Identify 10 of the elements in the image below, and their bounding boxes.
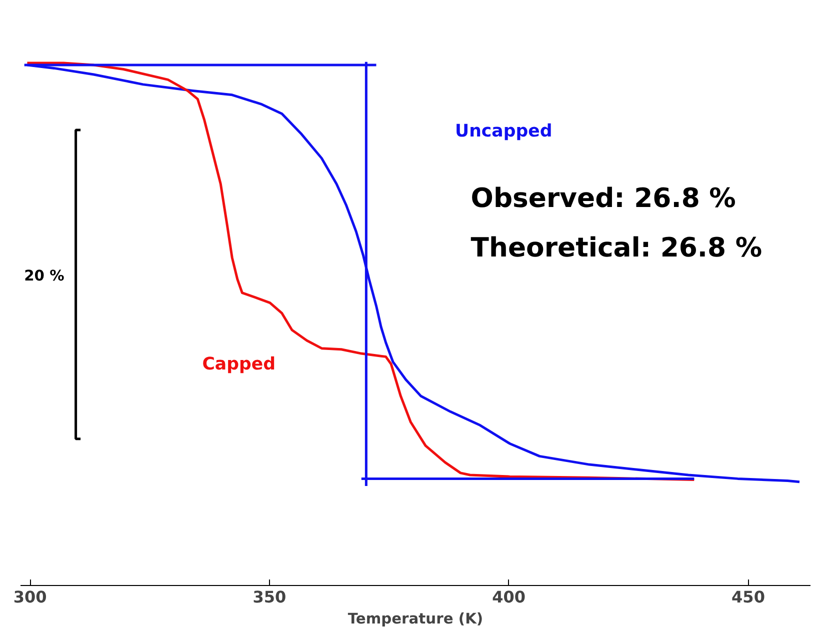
x-tick-label: 350 xyxy=(252,588,286,606)
text: Uncapped xyxy=(455,122,552,142)
annotation: 20 % xyxy=(24,267,65,284)
x-tick-label: 300 xyxy=(13,588,47,606)
series-label: Capped xyxy=(202,354,276,375)
annotation: Theoretical: 26.8 % xyxy=(470,232,762,264)
x-axis-title: Temperature (K) xyxy=(348,610,484,628)
annotation: Observed: 26.8 % xyxy=(470,182,736,214)
x-tick-label: 400 xyxy=(492,588,526,606)
x-tick-label: 450 xyxy=(732,588,765,606)
